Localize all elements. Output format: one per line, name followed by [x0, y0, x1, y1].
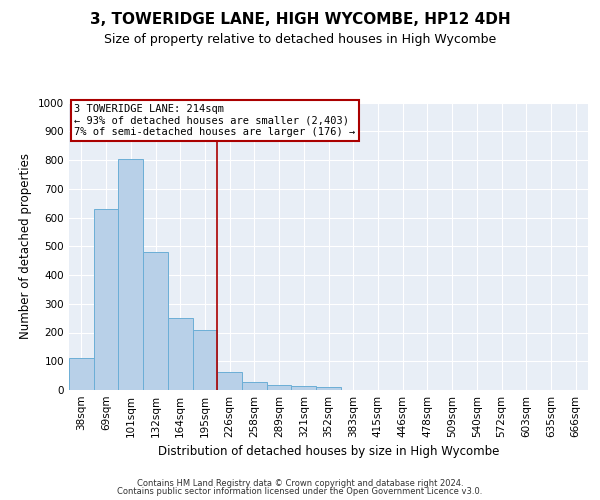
X-axis label: Distribution of detached houses by size in High Wycombe: Distribution of detached houses by size …	[158, 446, 499, 458]
Text: 3 TOWERIDGE LANE: 214sqm
← 93% of detached houses are smaller (2,403)
7% of semi: 3 TOWERIDGE LANE: 214sqm ← 93% of detach…	[74, 104, 355, 137]
Bar	[267, 385, 292, 390]
Text: Contains HM Land Registry data © Crown copyright and database right 2024.: Contains HM Land Registry data © Crown c…	[137, 478, 463, 488]
Bar	[217, 372, 242, 390]
Bar	[69, 358, 94, 390]
Bar	[242, 382, 267, 390]
Bar	[193, 330, 217, 390]
Bar	[316, 387, 341, 390]
Bar	[292, 386, 316, 390]
Text: 3, TOWERIDGE LANE, HIGH WYCOMBE, HP12 4DH: 3, TOWERIDGE LANE, HIGH WYCOMBE, HP12 4D…	[89, 12, 511, 28]
Bar	[118, 158, 143, 390]
Bar	[143, 252, 168, 390]
Bar	[94, 209, 118, 390]
Text: Size of property relative to detached houses in High Wycombe: Size of property relative to detached ho…	[104, 32, 496, 46]
Text: Contains public sector information licensed under the Open Government Licence v3: Contains public sector information licen…	[118, 487, 482, 496]
Y-axis label: Number of detached properties: Number of detached properties	[19, 153, 32, 340]
Bar	[168, 318, 193, 390]
